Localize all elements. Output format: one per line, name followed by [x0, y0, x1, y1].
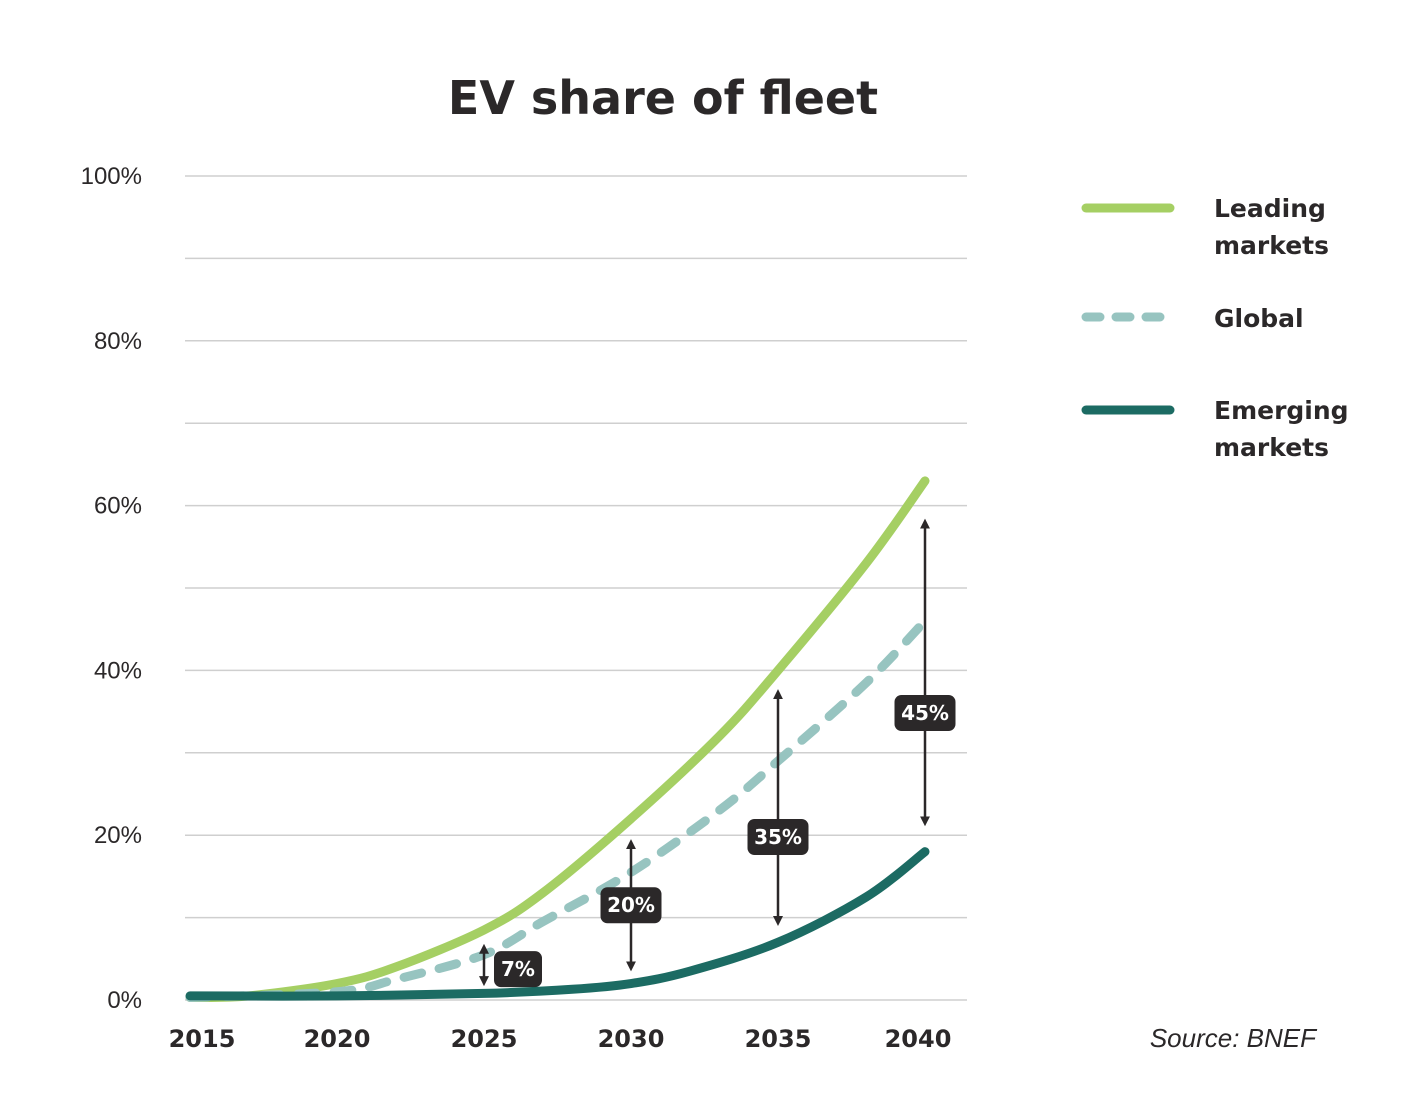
series-line-leading-markets — [185, 476, 930, 1003]
legend-label: Leading — [1214, 194, 1326, 223]
gap-annotation: 7% — [479, 943, 542, 988]
y-tick-label: 60% — [94, 493, 142, 520]
series-line-global — [185, 616, 930, 1003]
legend-label: Emerging — [1214, 396, 1349, 425]
gap-label: 20% — [607, 893, 655, 917]
legend-item: Leading markets — [1081, 194, 1329, 260]
gap-annotation: 20% — [600, 839, 662, 972]
x-tick-label: 2030 — [598, 1025, 665, 1053]
gap-annotation: 35% — [747, 689, 809, 927]
gap-label: 7% — [501, 957, 535, 981]
legend-item: Global — [1081, 304, 1304, 333]
legend-label: Global — [1214, 304, 1304, 333]
y-tick-label: 40% — [94, 657, 142, 684]
legend-label: markets — [1214, 231, 1329, 260]
x-tick-label: 2020 — [304, 1025, 371, 1053]
gap-annotation: 45% — [894, 518, 956, 827]
x-tick-label: 2035 — [745, 1025, 812, 1053]
legend-item: Emerging markets — [1081, 396, 1349, 462]
gap-label-box — [747, 819, 809, 855]
gap-label-box — [894, 695, 956, 731]
gap-label-box — [600, 887, 662, 924]
gap-label-box — [494, 951, 542, 988]
legend-label: markets — [1214, 433, 1329, 462]
y-tick-label: 100% — [81, 163, 142, 190]
series-line-emerging-markets — [185, 847, 930, 1001]
source-note: Source: BNEF — [1150, 1023, 1318, 1053]
y-tick-label: 80% — [94, 328, 142, 355]
y-tick-label: 0% — [107, 987, 142, 1014]
x-tick-label: 2015 — [169, 1025, 236, 1053]
x-tick-label: 2025 — [451, 1025, 518, 1053]
x-tick-label: 2040 — [885, 1025, 952, 1053]
gap-label: 45% — [901, 701, 949, 725]
chart-title: EV share of fleet — [448, 71, 878, 125]
y-tick-label: 20% — [94, 822, 142, 849]
gap-label: 35% — [754, 825, 802, 849]
